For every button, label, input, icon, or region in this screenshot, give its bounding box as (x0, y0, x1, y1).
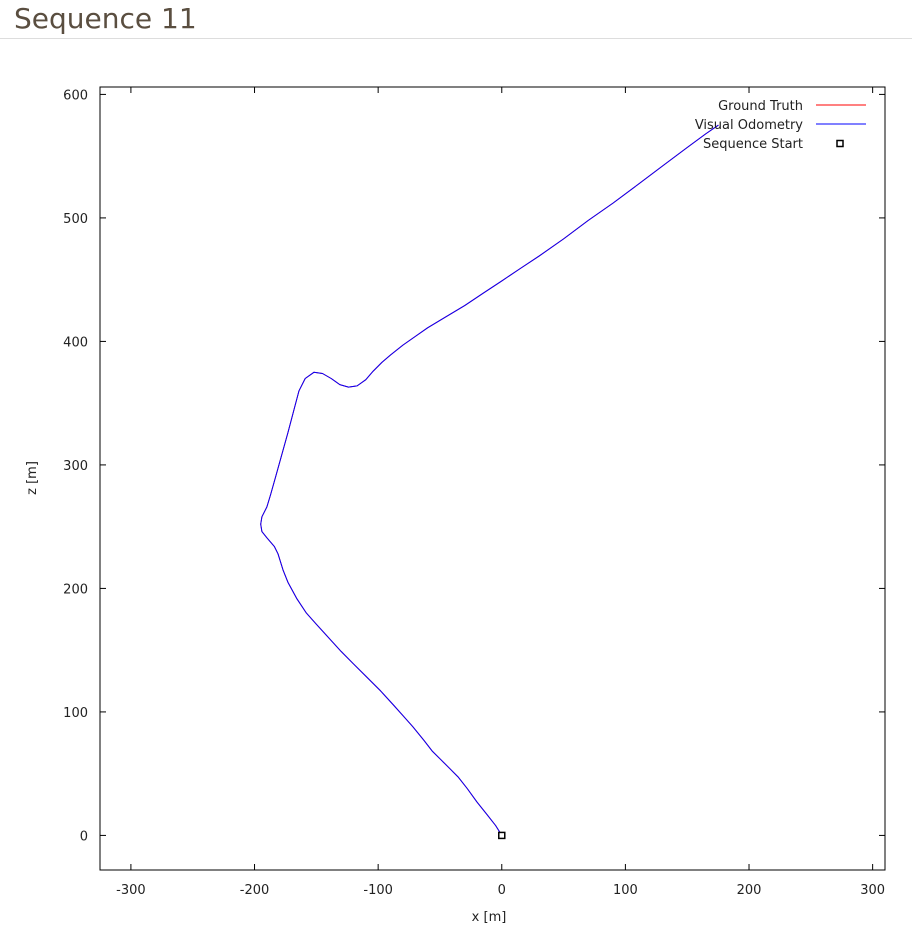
legend-swatch-sequence-start (836, 139, 844, 148)
series-lines (260, 124, 719, 836)
axis-ticks (100, 87, 885, 870)
x-tick-label: -200 (240, 883, 270, 898)
marker-layer (498, 831, 506, 840)
series-line-ground-truth (260, 124, 719, 836)
page-title: Sequence 11 (14, 2, 197, 35)
x-axis-label: x [m] (472, 910, 507, 925)
axis-tick-labels: -300 -200 -100 0 100 200 300 0 100 200 300 400 500 60… (63, 88, 885, 898)
page-header: Sequence 11 (0, 0, 912, 39)
x-tick-label: 300 (860, 883, 885, 898)
y-tick-label: 300 (63, 459, 88, 474)
x-tick-label: -300 (116, 883, 146, 898)
x-tick-label: 100 (613, 883, 638, 898)
y-tick-label: 500 (63, 212, 88, 227)
y-tick-label: 200 (63, 582, 88, 597)
sequence-start-marker (498, 831, 506, 840)
y-axis-label: z [m] (25, 461, 40, 495)
y-tick-label: 400 (63, 335, 88, 350)
legend-label-ground-truth: Ground Truth (718, 99, 803, 114)
series-line-visual-odometry (260, 124, 719, 836)
plot-frame (99, 86, 886, 871)
legend-label-visual-odometry: Visual Odometry (695, 118, 803, 133)
y-tick-label: 100 (63, 706, 88, 721)
legend: Ground Truth Visual Odometry Sequence St… (695, 99, 866, 152)
x-tick-label: 200 (737, 883, 762, 898)
y-tick-label: 600 (63, 88, 88, 103)
legend-label-sequence-start: Sequence Start (703, 137, 803, 152)
x-tick-label: -100 (363, 883, 393, 898)
y-tick-label: 0 (80, 829, 88, 844)
x-tick-label: 0 (498, 883, 506, 898)
